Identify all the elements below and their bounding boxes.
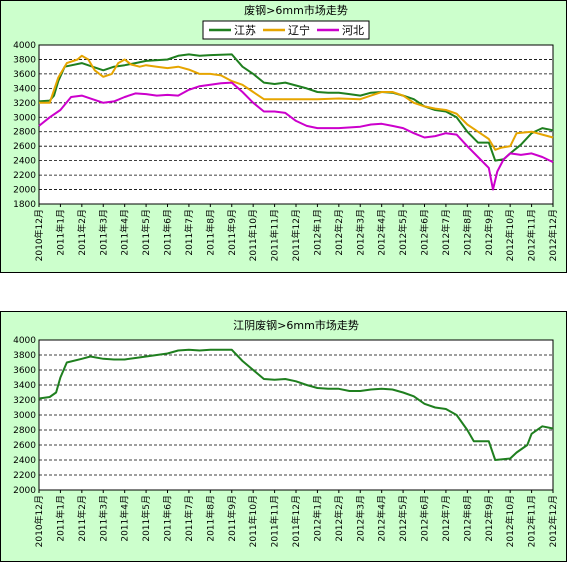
x-tick-label: 2012年10月 [504,495,516,547]
x-tick-label: 2011年7月 [183,209,195,256]
x-tick-label: 2012年3月 [354,495,366,542]
y-tick-label: 2600 [13,142,36,152]
legend-label: 辽宁 [288,23,310,37]
x-tick-label: 2010年12月 [33,495,45,547]
chart-title: 废钢>6mm市场走势 [244,3,348,17]
y-tick-label: 2800 [13,128,36,138]
y-tick-label: 2200 [13,471,36,481]
legend-label: 河北 [342,24,364,37]
x-tick-label: 2012年10月 [504,209,516,261]
y-tick-label: 3600 [13,366,36,376]
x-tick-label: 2012年8月 [461,495,473,542]
x-tick-label: 2012年11月 [526,209,538,261]
x-tick-label: 2011年3月 [97,209,109,256]
x-tick-label: 2012年4月 [376,495,388,542]
x-tick-label: 2011年12月 [290,495,302,547]
x-tick-label: 2012年2月 [333,209,345,256]
legend-label: 江苏 [234,24,256,37]
x-tick-label: 2012年12月 [547,495,559,547]
y-tick-label: 4000 [13,41,36,51]
x-tick-label: 2012年9月 [483,209,495,256]
y-tick-label: 2400 [13,157,36,167]
x-tick-label: 2012年7月 [440,495,452,542]
x-tick-label: 2012年2月 [333,495,345,542]
y-tick-label: 3600 [13,70,36,80]
x-tick-label: 2011年6月 [162,209,174,256]
x-tick-label: 2011年12月 [290,209,302,261]
y-tick-label: 2600 [13,441,36,451]
x-tick-label: 2011年1月 [54,495,66,542]
x-tick-label: 2012年1月 [311,209,323,256]
x-tick-label: 2012年9月 [483,495,495,542]
y-tick-label: 2000 [13,486,36,496]
y-tick-label: 3400 [13,84,36,94]
x-tick-label: 2011年9月 [226,495,238,542]
x-tick-label: 2011年8月 [204,209,216,256]
x-tick-label: 2011年2月 [76,209,88,256]
series-line-江苏 [38,53,554,162]
x-tick-label: 2012年3月 [354,209,366,256]
chart-title: 江阴废钢>6mm市场走势 [233,318,359,332]
y-tick-label: 3800 [13,55,36,65]
x-tick-label: 2010年12月 [33,209,45,261]
y-tick-label: 2800 [13,426,36,436]
series-line-河北 [38,81,554,191]
x-tick-label: 2011年3月 [97,495,109,542]
x-tick-label: 2011年2月 [76,495,88,542]
x-tick-label: 2011年11月 [269,495,281,547]
y-tick-label: 2000 [13,186,36,196]
x-tick-label: 2012年5月 [397,209,409,256]
x-tick-label: 2011年10月 [247,209,259,261]
x-tick-label: 2011年4月 [119,495,131,542]
x-tick-label: 2011年8月 [204,495,216,542]
y-tick-label: 3000 [13,113,36,123]
y-tick-label: 3200 [13,99,36,109]
bottom-chart-panel: 江阴废钢>6mm市场走势 2000 2200 2400 2600 2800 3000 3200… [0,311,567,562]
series-line-series0 [38,348,554,461]
x-tick-label: 2012年4月 [376,209,388,256]
x-tick-label: 2011年10月 [247,495,259,547]
y-tick-label: 2200 [13,171,36,181]
y-tick-label: 2400 [13,456,36,466]
x-tick-label: 2012年11月 [526,495,538,547]
x-tick-label: 2012年5月 [397,495,409,542]
x-tick-label: 2011年6月 [162,495,174,542]
bottom-line-chart: 江阴废钢>6mm市场走势 2000 2200 2400 2600 2800 3000 3200… [13,318,559,547]
top-chart-panel: 废钢>6mm市场走势 1800 2000 2200 2400 2600 2800 3000 32… [0,0,567,273]
x-tick-label: 2011年4月 [119,209,131,256]
y-tick-label: 4000 [13,336,36,346]
top-line-chart: 废钢>6mm市场走势 1800 2000 2200 2400 2600 2800 3000 32… [13,3,559,261]
series-line-辽宁 [39,54,554,151]
y-tick-label: 1800 [13,200,36,210]
x-tick-label: 2012年6月 [419,209,431,256]
y-tick-label: 3800 [13,351,36,361]
x-tick-label: 2011年1月 [54,209,66,256]
y-tick-label: 3200 [13,396,36,406]
plot-area [38,44,554,205]
y-tick-label: 3400 [13,381,36,391]
x-tick-label: 2012年6月 [419,495,431,542]
x-tick-label: 2011年9月 [226,209,238,256]
x-tick-label: 2011年5月 [140,495,152,542]
x-tick-label: 2011年5月 [140,209,152,256]
x-tick-label: 2012年7月 [440,209,452,256]
y-tick-label: 3000 [13,411,36,421]
x-tick-label: 2012年8月 [461,209,473,256]
x-tick-label: 2011年7月 [183,495,195,542]
x-tick-label: 2012年1月 [311,495,323,542]
x-tick-label: 2011年11月 [269,209,281,261]
legend-box [202,20,370,40]
x-tick-label: 2012年12月 [547,209,559,261]
